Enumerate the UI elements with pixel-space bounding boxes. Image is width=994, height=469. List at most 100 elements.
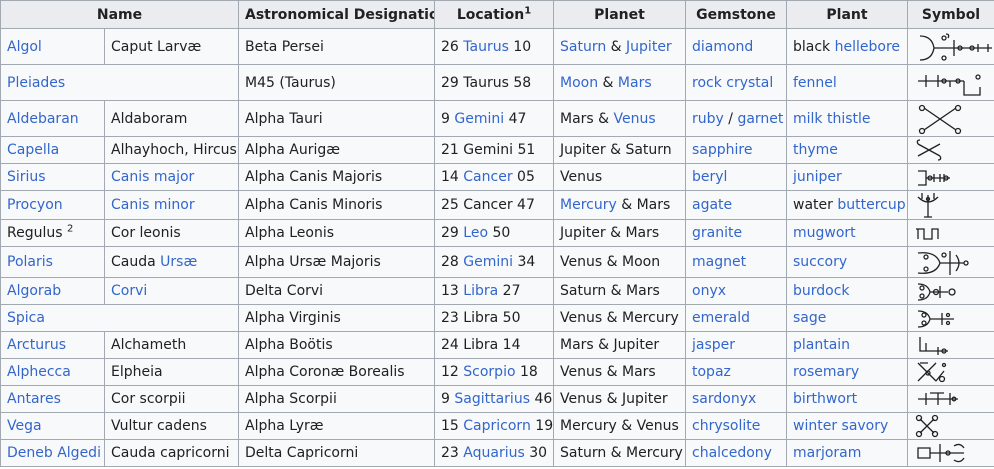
gemstone-link[interactable]: garnet (737, 110, 784, 127)
zodiac-sign-link[interactable]: Capricorn (463, 418, 531, 434)
gemstone-link[interactable]: granite (692, 225, 743, 241)
plant-link[interactable]: succory (793, 254, 848, 270)
planet-link[interactable]: Saturn (560, 38, 607, 55)
gemstone-link[interactable]: topaz (692, 364, 731, 380)
arcturus-sigil-icon[interactable] (914, 333, 988, 357)
designation: Alpha Scorpii (245, 391, 337, 407)
regulus-sigil-icon[interactable] (914, 223, 988, 243)
plant-link[interactable]: milk thistle (793, 110, 871, 127)
alt-name: Alchameth (111, 337, 187, 353)
procyon-sigil-icon[interactable] (914, 192, 988, 219)
star-name-link[interactable]: Aldebaran (7, 110, 79, 127)
planet-link[interactable]: Jupiter (626, 38, 672, 55)
header-gemstone[interactable]: Gemstone (685, 0, 787, 29)
cell-symbol (907, 439, 994, 467)
plant-link[interactable]: buttercup (837, 197, 906, 213)
planet-link[interactable]: Mars (617, 74, 652, 91)
gemstone-link[interactable]: beryl (692, 169, 728, 185)
star-name-link[interactable]: Sirius (7, 169, 46, 185)
plant-link[interactable]: birthwort (793, 391, 858, 407)
plant-link[interactable]: sage (793, 310, 827, 326)
star-name-link[interactable]: Procyon (7, 197, 63, 213)
alt-name-link[interactable]: Corvi (111, 283, 148, 299)
cell-designation: Beta Persei (238, 28, 435, 65)
pleiades-sigil-icon[interactable] (914, 69, 988, 97)
star-name-link[interactable]: Deneb Algedi (7, 445, 101, 461)
header-name[interactable]: Name (0, 0, 239, 29)
star-name-link[interactable]: Algorab (7, 283, 62, 299)
alphecca-sigil-icon[interactable] (914, 360, 988, 385)
star-name-link[interactable]: Arcturus (7, 337, 67, 353)
zodiac-sign-link[interactable]: Cancer (463, 169, 513, 185)
cell-name: Alphecca (0, 358, 105, 386)
alt-name-link[interactable]: Canis major (111, 169, 195, 185)
footnote-ref[interactable]: 1 (524, 4, 532, 16)
footnote-ref[interactable]: 2 (66, 223, 74, 235)
planet-link[interactable]: Moon (560, 74, 599, 91)
gemstone-link[interactable]: chalcedony (692, 445, 772, 461)
header-location[interactable]: Location1 (434, 0, 554, 29)
plant-link[interactable]: marjoram (793, 445, 862, 461)
polaris-sigil-icon[interactable] (914, 248, 988, 277)
star-name-link[interactable]: Polaris (7, 254, 53, 270)
antares-sigil-icon[interactable] (914, 387, 988, 411)
gemstone-link[interactable]: magnet (692, 254, 747, 270)
plant-link[interactable]: plantain (793, 337, 851, 353)
zodiac-sign-link[interactable]: Gemini (454, 110, 505, 127)
header-plant[interactable]: Plant (786, 0, 908, 29)
designation: Alpha Boötis (245, 337, 333, 353)
deneb-algedi-sigil-icon[interactable] (914, 441, 988, 466)
gemstone-link[interactable]: sardonyx (692, 391, 757, 407)
spica-sigil-icon[interactable] (914, 306, 988, 331)
gemstone-link[interactable]: jasper (692, 337, 736, 353)
zodiac-sign-link[interactable]: Gemini (463, 254, 514, 270)
gemstone-link[interactable]: diamond (692, 38, 754, 55)
table-row: Algol Caput Larvæ Beta Persei 26 Taurus 10 S… (0, 28, 994, 65)
aldebaran-sigil-icon[interactable] (914, 104, 988, 134)
gemstone-link[interactable]: ruby (692, 110, 724, 127)
gemstone-link[interactable]: emerald (692, 310, 750, 326)
zodiac-sign-link[interactable]: Scorpio (463, 364, 516, 380)
zodiac-sign-link[interactable]: Leo (463, 225, 489, 241)
gemstone-link[interactable]: onyx (692, 283, 727, 299)
algorab-sigil-icon[interactable] (914, 279, 988, 304)
plant-link[interactable]: rosemary (793, 364, 860, 380)
plant-link[interactable]: juniper (793, 169, 842, 185)
plant-link[interactable]: thyme (793, 142, 838, 158)
cell-alt-name: Cor scorpii (104, 385, 239, 413)
capella-sigil-icon[interactable] (914, 138, 988, 162)
star-name-link[interactable]: Spica (7, 310, 45, 326)
gemstone-link[interactable]: chrysolite (692, 418, 761, 434)
planet-link[interactable]: Venus (613, 110, 656, 127)
algol-sigil-icon[interactable] (914, 32, 992, 62)
zodiac-sign-link[interactable]: Libra (463, 283, 499, 299)
star-name-link[interactable]: Vega (7, 418, 42, 434)
plant-link[interactable]: winter savory (793, 418, 889, 434)
gemstone-link[interactable]: sapphire (692, 142, 753, 158)
vega-sigil-icon[interactable] (914, 414, 988, 439)
star-name-link[interactable]: Algol (7, 38, 42, 55)
alt-name-link[interactable]: Ursæ (160, 254, 198, 270)
star-name-link[interactable]: Alphecca (7, 364, 71, 380)
star-name-link[interactable]: Antares (7, 391, 61, 407)
gemstone-link[interactable]: agate (692, 197, 733, 213)
cell-location: 14 Cancer 05 (434, 163, 554, 191)
plant-link[interactable]: fennel (793, 74, 837, 91)
plant-link[interactable]: burdock (793, 283, 850, 299)
sirius-sigil-icon[interactable] (914, 165, 988, 189)
gemstone-link[interactable]: rock crystal (692, 74, 774, 91)
star-name-link[interactable]: Pleiades (7, 74, 66, 91)
plant-link[interactable]: hellebore (834, 38, 901, 55)
zodiac-sign-link[interactable]: Sagittarius (454, 391, 530, 407)
header-planet[interactable]: Planet (553, 0, 686, 29)
planet-link[interactable]: Mercury (560, 197, 617, 213)
header-designation[interactable]: Astronomical Designation (238, 0, 435, 29)
location-degree: 24 (441, 337, 459, 353)
plant-link[interactable]: mugwort (793, 225, 856, 241)
star-name-link[interactable]: Capella (7, 142, 60, 158)
location-minute: 18 (519, 364, 538, 380)
zodiac-sign-link[interactable]: Aquarius (463, 445, 525, 461)
header-symbol[interactable]: Symbol (907, 0, 994, 29)
zodiac-sign-link[interactable]: Taurus (463, 38, 509, 55)
alt-name-link[interactable]: Canis minor (111, 197, 195, 213)
